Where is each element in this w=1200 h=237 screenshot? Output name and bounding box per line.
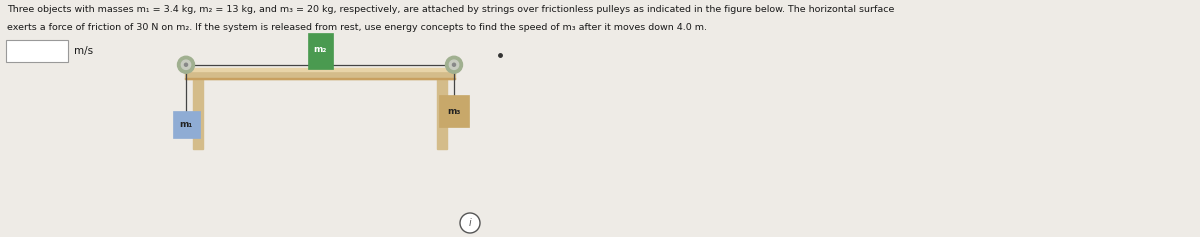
Circle shape (445, 56, 462, 73)
Circle shape (185, 63, 187, 66)
Text: m₃: m₃ (448, 107, 461, 116)
Circle shape (178, 56, 194, 73)
Bar (185, 78, 455, 79)
Bar (439, 95, 469, 127)
Text: m/s: m/s (74, 46, 94, 56)
Circle shape (181, 60, 191, 69)
Bar (437, 79, 446, 149)
Text: exerts a force of friction of 30 N on m₂. If the system is released from rest, u: exerts a force of friction of 30 N on m₂… (7, 23, 707, 32)
Text: m₁: m₁ (179, 120, 193, 129)
Circle shape (449, 60, 458, 69)
Text: m₂: m₂ (313, 45, 326, 54)
Bar (307, 33, 332, 69)
Circle shape (452, 63, 456, 66)
Bar (185, 69, 455, 79)
Text: Three objects with masses m₁ = 3.4 kg, m₂ = 13 kg, and m₃ = 20 kg, respectively,: Three objects with masses m₁ = 3.4 kg, m… (7, 5, 894, 14)
Circle shape (460, 213, 480, 233)
Text: i: i (469, 218, 472, 228)
Bar (173, 111, 199, 138)
Bar (185, 68, 455, 70)
Bar (193, 79, 203, 149)
FancyBboxPatch shape (6, 40, 68, 62)
